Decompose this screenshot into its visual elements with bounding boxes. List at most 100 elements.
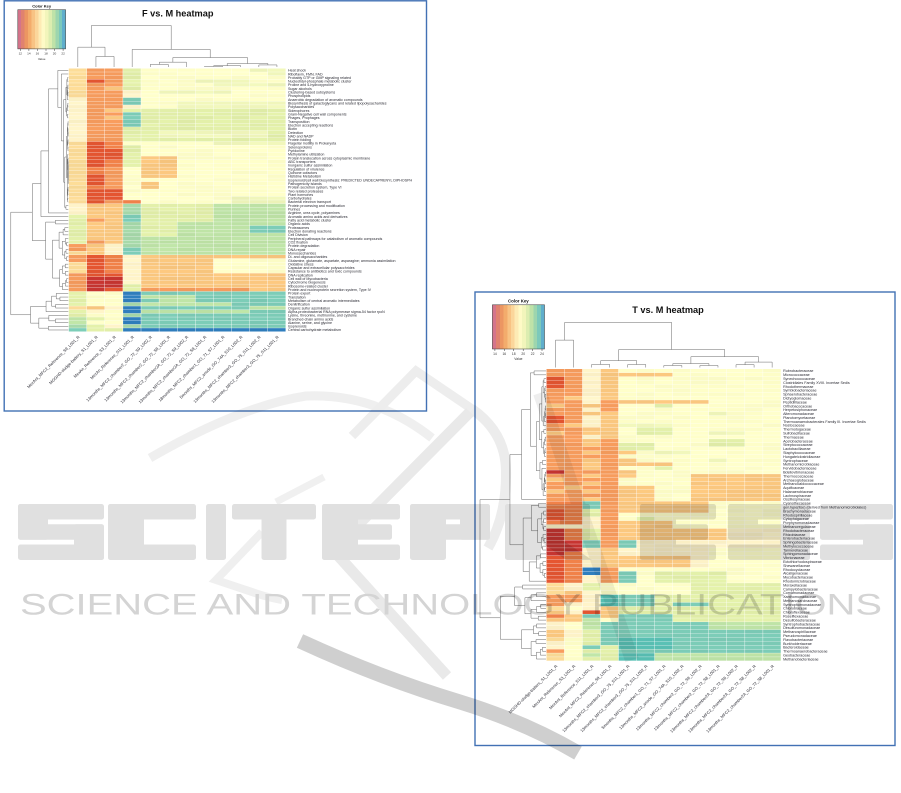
svg-text:Thermoanaerobacterales Family: Thermoanaerobacterales Family III. Incer… <box>783 420 866 424</box>
svg-text:Color Key: Color Key <box>508 299 529 304</box>
svg-text:Quinone cofactors: Quinone cofactors <box>288 171 317 175</box>
svg-text:Roseiflexaceae: Roseiflexaceae <box>783 615 808 619</box>
svg-text:SCIENCE AND TECHNOLOGY PUBLICA: SCIENCE AND TECHNOLOGY PUBLICATIONS <box>20 589 882 622</box>
svg-text:22: 22 <box>61 52 65 56</box>
svg-text:Probably GTP or GMP signaling: Probably GTP or GMP signaling related <box>288 76 351 80</box>
svg-text:Alanine, serine, and glycine: Alanine, serine, and glycine <box>288 321 332 325</box>
svg-text:T vs. M heatmap: T vs. M heatmap <box>632 305 704 315</box>
svg-text:Cyanothecaceae: Cyanothecaceae <box>783 502 811 506</box>
svg-text:Synechococcaceae: Synechococcaceae <box>783 377 815 381</box>
svg-text:Nostocaceae: Nostocaceae <box>783 424 805 428</box>
svg-text:Value: Value <box>38 57 46 61</box>
svg-text:Glutamine, glutamate, aspartat: Glutamine, glutamate, aspartate, asparag… <box>288 259 395 263</box>
svg-text:Anaerobic degradation of aroma: Anaerobic degradation of aromatic compou… <box>288 98 363 102</box>
svg-text:22: 22 <box>531 352 535 356</box>
svg-text:Sugar alcohols: Sugar alcohols <box>288 87 312 91</box>
svg-text:18: 18 <box>44 52 48 56</box>
svg-text:Denitrification: Denitrification <box>288 303 310 307</box>
svg-text:Detection: Detection <box>288 131 303 135</box>
svg-text:Biosynthesis of galactoglycans: Biosynthesis of galactoglycans and relat… <box>288 102 387 106</box>
svg-text:Electron accepting reactions: Electron accepting reactions <box>288 123 333 127</box>
svg-text:Flavobacteriaceae: Flavobacteriaceae <box>783 638 813 642</box>
svg-text:Aromatic amino acids and deriv: Aromatic amino acids and derivatives <box>288 215 348 219</box>
svg-text:Chloroflexaceae: Chloroflexaceae <box>783 611 810 615</box>
svg-text:Monosaccharides: Monosaccharides <box>288 251 316 255</box>
svg-text:Bdellovibrionaceae: Bdellovibrionaceae <box>783 470 814 474</box>
svg-text:Selenoproteins: Selenoproteins <box>288 145 312 149</box>
svg-text:Thermococcaceae: Thermococcaceae <box>783 474 813 478</box>
svg-text:Halanaerobiaceae: Halanaerobiaceae <box>783 490 813 494</box>
svg-text:Clustering-based subsystems: Clustering-based subsystems <box>288 91 335 95</box>
svg-text:Plant hormones: Plant hormones <box>288 193 313 197</box>
svg-text:Rhodocyclaceae: Rhodocyclaceae <box>783 568 810 572</box>
svg-text:Rhodothermaceae: Rhodothermaceae <box>783 385 813 389</box>
svg-text:Orthobacocaceae: Orthobacocaceae <box>783 404 812 408</box>
svg-text:Acetobacteraceae: Acetobacteraceae <box>783 439 813 443</box>
svg-text:Burkholderiaceae: Burkholderiaceae <box>783 642 812 646</box>
svg-text:24: 24 <box>540 352 544 356</box>
svg-text:Isoprenoids: Isoprenoids <box>288 325 307 329</box>
svg-text:16: 16 <box>502 352 506 356</box>
svg-text:Organic sulfur assimilation: Organic sulfur assimilation <box>288 306 330 310</box>
svg-text:Heat shock: Heat shock <box>288 69 306 73</box>
svg-text:Sphaerobacteraceae: Sphaerobacteraceae <box>783 393 817 397</box>
svg-text:Comamonadaceae: Comamonadaceae <box>783 591 814 595</box>
svg-text:Ectothiorhodospiraceae: Ectothiorhodospiraceae <box>783 560 822 564</box>
svg-text:Protein and nucleoprotein secr: Protein and nucleoprotein secretion syst… <box>288 288 372 292</box>
svg-text:Staphylococcaceae: Staphylococcaceae <box>783 451 815 455</box>
svg-text:Fervidobacteriaceae: Fervidobacteriaceae <box>783 467 816 471</box>
svg-text:Transposition: Transposition <box>288 120 309 124</box>
svg-text:Streptococcaceae: Streptococcaceae <box>783 443 813 447</box>
svg-text:Color Key: Color Key <box>32 4 52 9</box>
svg-text:Planctomycetaceae: Planctomycetaceae <box>783 416 815 420</box>
svg-text:Moraxellaceae: Moraxellaceae <box>783 583 807 587</box>
svg-text:Siderophores: Siderophores <box>288 109 310 113</box>
svg-text:DNA repair: DNA repair <box>288 248 306 252</box>
svg-text:Phages, Prophages: Phages, Prophages <box>288 116 320 120</box>
svg-text:Value: Value <box>514 357 522 361</box>
svg-text:Cytochrome biogenesis: Cytochrome biogenesis <box>288 281 326 285</box>
svg-text:Proline and 4-hydroxyproline: Proline and 4-hydroxyproline <box>288 83 334 87</box>
svg-text:12: 12 <box>19 52 23 56</box>
svg-text:20: 20 <box>53 52 57 56</box>
svg-text:14: 14 <box>27 52 31 56</box>
svg-text:Phospholipids: Phospholipids <box>288 94 311 98</box>
svg-text:Protein export: Protein export <box>288 292 310 296</box>
svg-text:Syntrophaceae: Syntrophaceae <box>783 459 808 463</box>
svg-text:Alteromonadaceae: Alteromonadaceae <box>783 412 814 416</box>
svg-text:Pyridoxine: Pyridoxine <box>288 149 305 153</box>
svg-text:Methanobacteriaceae: Methanobacteriaceae <box>783 657 818 661</box>
svg-text:Peptidiillaceae: Peptidiillaceae <box>783 400 807 404</box>
svg-text:Biotin: Biotin <box>288 127 297 131</box>
svg-text:Regulation of virulence: Regulation of virulence <box>288 167 325 171</box>
svg-text:Polysaccharides: Polysaccharides <box>288 105 314 109</box>
svg-text:Metabolism of central aromatic: Metabolism of central aromatic intermedi… <box>288 299 360 303</box>
svg-text:Gram-Negative cell wall compon: Gram-Negative cell wall components <box>288 112 347 116</box>
svg-text:Mycobacteriaceae: Mycobacteriaceae <box>783 576 813 580</box>
svg-text:Archaeoglobaceae: Archaeoglobaceae <box>783 478 814 482</box>
svg-text:Organic acids: Organic acids <box>288 222 310 226</box>
svg-text:Resistance to antibiotics and: Resistance to antibiotics and toxic comp… <box>288 270 362 274</box>
svg-text:Protein processing and modific: Protein processing and modification <box>288 204 345 208</box>
svg-text:Purines: Purines <box>288 208 300 212</box>
svg-text:Bacterial electron transport: Bacterial electron transport <box>288 200 331 204</box>
svg-text:Syntrophobacteraceae: Syntrophobacteraceae <box>783 622 820 626</box>
svg-text:Lactobacillaceae: Lactobacillaceae <box>783 447 810 451</box>
svg-text:Porphyromonadaceae: Porphyromonadaceae <box>783 521 819 525</box>
svg-text:Pathogenicity islands: Pathogenicity islands <box>288 182 322 186</box>
svg-text:Thermoanaerobacteraceae: Thermoanaerobacteraceae <box>783 650 827 654</box>
svg-text:Rubrobacteraceae: Rubrobacteraceae <box>783 369 813 373</box>
svg-text:Carbohydrates: Carbohydrates <box>288 197 312 201</box>
svg-text:20: 20 <box>521 352 525 356</box>
svg-text:14: 14 <box>493 352 497 356</box>
svg-text:Proteasomes: Proteasomes <box>288 226 309 230</box>
svg-text:Inorganic sulfur assimilation: Inorganic sulfur assimilation <box>288 164 332 168</box>
svg-text:ABC transporters: ABC transporters <box>288 160 316 164</box>
svg-text:Protein secretion system, Type: Protein secretion system, Type VI <box>288 186 341 190</box>
svg-text:Flagellar motility in Prokaryo: Flagellar motility in Prokaryota <box>288 142 336 146</box>
svg-text:Protein folding: Protein folding <box>288 138 311 142</box>
svg-text:Xanthomonadaceae: Xanthomonadaceae <box>783 595 816 599</box>
svg-text:Syntrophomonadaceae: Syntrophomonadaceae <box>783 603 821 607</box>
svg-text:Rhodomicrobiaceae: Rhodomicrobiaceae <box>783 579 816 583</box>
svg-text:Dictyoglomaceae: Dictyoglomaceae <box>783 396 811 400</box>
